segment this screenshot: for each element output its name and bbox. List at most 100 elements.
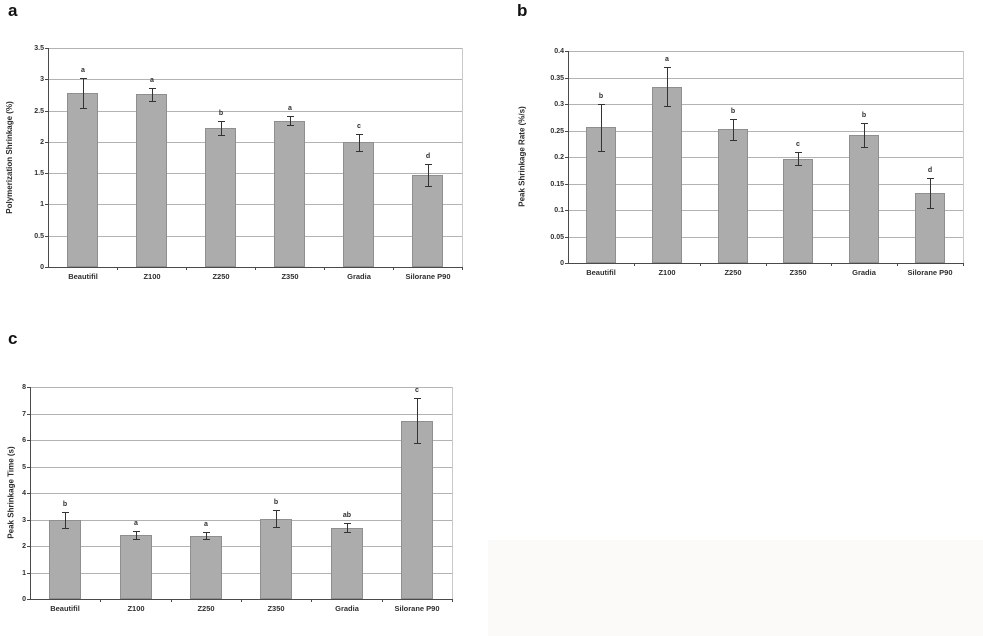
y-tick-mark: [565, 104, 568, 105]
gridline: [30, 493, 452, 494]
x-category-label: Z250: [212, 272, 230, 281]
x-tick-mark: [766, 263, 767, 266]
error-bar-cap: [356, 134, 363, 135]
y-tick-label: 6: [22, 437, 26, 444]
error-bar-cap: [425, 186, 432, 187]
y-tick-mark: [45, 142, 48, 143]
y-axis-line: [568, 51, 569, 264]
error-bar-cap: [414, 398, 421, 399]
gridline: [48, 111, 462, 112]
significance-letter: a: [81, 67, 85, 74]
y-axis-line: [48, 48, 49, 268]
x-tick-mark: [963, 263, 964, 266]
gridline: [48, 204, 462, 205]
significance-letter: b: [861, 112, 867, 119]
significance-letter: c: [357, 123, 361, 130]
y-tick-mark: [45, 267, 48, 268]
y-tick-mark: [27, 546, 30, 547]
panel-label-c: c: [8, 329, 18, 348]
error-bar-cap: [80, 78, 87, 79]
x-tick-mark: [186, 267, 187, 270]
error-bar-cap: [62, 512, 69, 513]
y-tick-mark: [565, 157, 568, 158]
y-tick-mark: [27, 440, 30, 441]
gridline: [568, 184, 963, 185]
bar: [205, 128, 236, 267]
y-tick-label: 4: [22, 490, 26, 497]
bar: [343, 142, 374, 267]
y-tick-mark: [27, 599, 30, 600]
y-tick-mark: [45, 173, 48, 174]
significance-letter: a: [150, 77, 154, 84]
gridline: [48, 236, 462, 237]
y-tick-mark: [27, 387, 30, 388]
error-bar-cap: [133, 539, 140, 540]
bar: [849, 135, 879, 263]
error-bar-line: [206, 532, 207, 539]
error-bar-line: [152, 88, 153, 101]
x-category-label: Gradia: [347, 272, 371, 281]
significance-letter: a: [288, 105, 292, 112]
error-bar-line: [359, 134, 360, 151]
error-bar-line: [65, 512, 66, 528]
y-tick-label: 0.1: [554, 207, 564, 214]
gridline: [30, 467, 452, 468]
error-bar-cap: [203, 539, 210, 540]
x-tick-mark: [117, 267, 118, 270]
y-tick-label: 0.05: [550, 234, 564, 241]
y-tick-mark: [565, 263, 568, 264]
y-tick-label: 0.3: [554, 101, 564, 108]
significance-letter: a: [204, 521, 208, 528]
gridline: [568, 51, 963, 52]
significance-letter: c: [415, 387, 419, 394]
gridline: [568, 78, 963, 79]
error-bar-line: [798, 152, 799, 165]
y-tick-label: 0.35: [550, 75, 564, 82]
y-tick-label: 0: [560, 260, 564, 267]
error-bar-cap: [795, 165, 802, 166]
y-tick-label: 0.15: [550, 181, 564, 188]
x-category-label: Beautifil: [586, 268, 616, 277]
error-bar-line: [667, 67, 668, 106]
error-bar-cap: [730, 119, 737, 120]
error-bar-cap: [273, 527, 280, 528]
error-bar-cap: [62, 528, 69, 529]
gridline: [568, 104, 963, 105]
x-category-label: Z100: [658, 268, 676, 277]
y-tick-mark: [565, 78, 568, 79]
scan-artifact: [488, 540, 983, 636]
bar: [652, 87, 682, 263]
x-category-label: Silorane P90: [394, 604, 440, 613]
gridline: [30, 440, 452, 441]
x-category-label: Beautifil: [50, 604, 80, 613]
x-category-label: Z100: [127, 604, 145, 613]
y-tick-label: 1: [22, 570, 26, 577]
x-tick-mark: [324, 267, 325, 270]
x-category-label: Silorane P90: [405, 272, 451, 281]
bar: [331, 528, 363, 599]
y-tick-label: 2.5: [34, 108, 44, 115]
x-tick-mark: [831, 263, 832, 266]
significance-letter: c: [796, 141, 800, 148]
error-bar-line: [347, 523, 348, 532]
gridline: [568, 131, 963, 132]
gridline: [568, 210, 963, 211]
x-tick-mark: [897, 263, 898, 266]
x-category-label: Z350: [789, 268, 807, 277]
significance-letter: a: [665, 56, 669, 63]
bar: [49, 520, 81, 599]
x-tick-mark: [452, 599, 453, 602]
significance-letter: b: [598, 93, 604, 100]
significance-letter: ab: [342, 512, 352, 519]
error-bar-line: [136, 531, 137, 539]
error-bar-line: [221, 121, 222, 135]
x-category-label: Silorane P90: [907, 268, 953, 277]
error-bar-cap: [133, 531, 140, 532]
y-tick-mark: [27, 493, 30, 494]
error-bar-cap: [149, 101, 156, 102]
y-tick-mark: [45, 111, 48, 112]
y-tick-label: 0: [22, 596, 26, 603]
gridline: [30, 387, 452, 388]
gridline: [30, 546, 452, 547]
y-tick-label: 0.2: [554, 154, 564, 161]
